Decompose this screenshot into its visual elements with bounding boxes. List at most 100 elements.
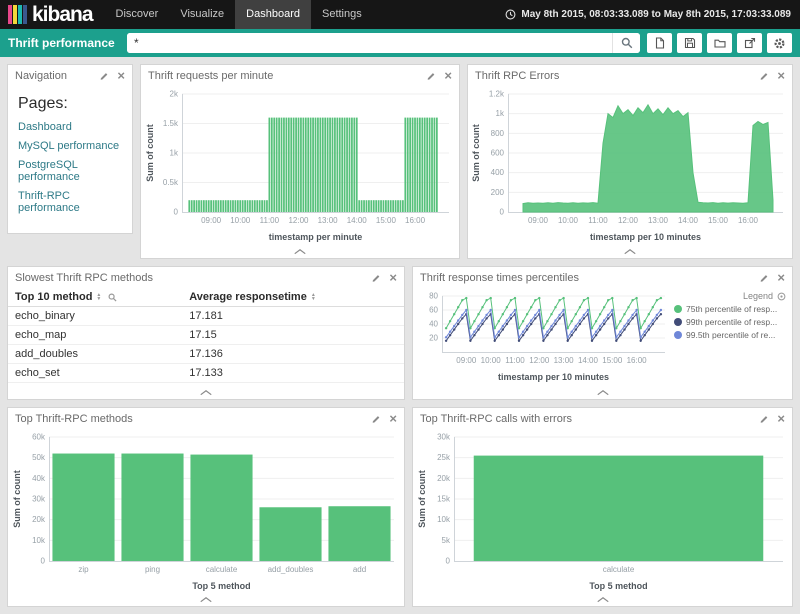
page-link[interactable]: MySQL performance [18,140,120,152]
panel-thrift-rpc-errors: Thrift RPC Errors × 0 200 400 600 800 1k 1.2k 0… [467,64,793,259]
search-button[interactable] [612,33,640,53]
collapse-panel-control[interactable] [141,245,459,258]
search-input[interactable] [127,33,612,53]
close-panel-icon[interactable]: × [117,68,125,83]
svg-text:calculate: calculate [206,565,238,574]
column-header-responsetime[interactable]: Average responsetime ▲ ▼ [182,288,404,307]
svg-text:1.5k: 1.5k [163,119,179,128]
app-nav: Discover Visualize Dashboard Settings [105,0,373,29]
table-cell: echo_set [8,363,183,383]
kibana-logo[interactable]: kibana [0,0,105,29]
top-errors-bar-chart[interactable]: 0 5k 10k 15k 20k 25k 30k calculate Top 5 method S… [413,429,792,593]
tab-settings[interactable]: Settings [321,8,362,20]
svg-text:40: 40 [429,320,438,329]
collapse-panel-control[interactable] [413,593,792,606]
legend-toggle[interactable]: Legend [674,291,786,301]
svg-text:60: 60 [429,306,438,315]
edit-pencil-icon[interactable] [759,273,769,283]
legend-item[interactable]: 75th percentile of resp... [674,304,786,314]
svg-text:30k: 30k [437,433,451,442]
edit-pencil-icon[interactable] [759,414,769,424]
legend-series-dot [674,305,682,313]
svg-text:Sum of count: Sum of count [417,470,427,528]
dashboard-title: Thrift performance [8,36,115,50]
close-panel-icon[interactable]: × [444,68,452,83]
time-range-label: May 8th 2015, 08:03:33.089 to May 8th 20… [521,9,791,20]
svg-text:14:00: 14:00 [347,216,368,225]
svg-text:Sum of count: Sum of count [12,470,22,528]
requests-bar-chart[interactable]: 0 0.5k 1k 1.5k 2k 09:00 10:00 11:00 12:00 13:00 14… [141,86,459,245]
load-dashboard-button[interactable] [707,33,732,53]
svg-text:ping: ping [145,565,160,574]
tab-dashboard[interactable]: Dashboard [235,0,311,29]
legend-series-label: 99.5th percentile of re... [686,330,776,340]
legend-item[interactable]: 99th percentile of resp... [674,317,786,327]
column-header-method[interactable]: Top 10 method ▲ ▼ [8,288,183,307]
options-button[interactable] [767,33,792,53]
panel-title: Top Thrift-RPC calls with errors [420,412,572,425]
panel-thrift-requests: Thrift requests per minute × 0 0.5k 1k 1.5k… [140,64,460,259]
svg-text:10k: 10k [437,515,451,524]
collapse-panel-control[interactable] [413,386,792,399]
edit-pencil-icon[interactable] [99,71,109,81]
svg-text:Top 5 method: Top 5 method [192,581,250,591]
collapse-chevron-icon [596,389,609,396]
svg-text:1k: 1k [170,149,179,158]
app-title: kibana [32,2,94,26]
svg-text:12:00: 12:00 [529,356,550,365]
top-methods-bar-chart[interactable]: 0 10k 20k 30k 40k 50k 60k zip ping calculate add_d… [8,429,404,593]
table-row: echo_set 17.133 [8,363,404,383]
close-panel-icon[interactable]: × [777,68,785,83]
panel-slowest-methods: Slowest Thrift RPC methods × Top 10 meth… [7,266,405,400]
svg-text:09:00: 09:00 [201,216,222,225]
edit-pencil-icon[interactable] [759,71,769,81]
close-panel-icon[interactable]: × [777,270,785,285]
svg-text:13:00: 13:00 [318,216,339,225]
svg-text:0: 0 [445,557,450,566]
svg-text:calculate: calculate [602,565,634,574]
share-dashboard-button[interactable] [737,33,762,53]
close-panel-icon[interactable]: × [389,270,397,285]
sort-icon[interactable]: ▲ ▼ [96,292,102,303]
close-panel-icon[interactable]: × [777,411,785,426]
collapse-panel-control[interactable] [8,593,404,606]
edit-pencil-icon[interactable] [426,71,436,81]
new-dashboard-button[interactable] [647,33,672,53]
svg-text:20k: 20k [437,474,451,483]
tab-visualize[interactable]: Visualize [180,8,225,20]
svg-text:60k: 60k [32,433,46,442]
page-link[interactable]: PostgreSQL performance [18,159,80,183]
percentiles-line-chart[interactable]: 20 40 60 80 09:00 10:00 11:00 12:00 13:00 14:00 15… [413,288,674,386]
search-icon [621,37,632,49]
svg-text:15:00: 15:00 [602,356,623,365]
close-panel-icon[interactable]: × [389,411,397,426]
sort-icon[interactable]: ▲ ▼ [310,292,316,303]
open-folder-icon [713,39,726,48]
svg-text:10k: 10k [32,536,46,545]
save-dashboard-button[interactable] [677,33,702,53]
search-icon[interactable] [108,293,117,302]
page-links: Dashboard MySQL performance PostgreSQL per… [18,121,122,214]
panel-title: Thrift requests per minute [148,69,274,82]
table-cell: add_doubles [8,344,183,364]
legend-item[interactable]: 99.5th percentile of re... [674,330,786,340]
table-row: echo_binary 17.181 [8,306,404,326]
tab-discover[interactable]: Discover [115,8,159,20]
page-link[interactable]: Thrift-RPC performance [18,190,80,214]
edit-pencil-icon[interactable] [371,273,381,283]
table-row: echo_map 17.15 [8,325,404,345]
search-box [127,33,640,53]
errors-area-chart[interactable]: 0 200 400 600 800 1k 1.2k 09:00 10:00 11:00 12:00 1… [468,86,792,245]
collapse-chevron-icon [294,248,306,255]
svg-text:15:00: 15:00 [708,216,729,225]
svg-text:10:00: 10:00 [558,216,579,225]
svg-text:30k: 30k [32,495,46,504]
time-range-picker[interactable]: May 8th 2015, 08:03:33.089 to May 8th 20… [505,0,800,29]
svg-text:20k: 20k [32,515,46,524]
collapse-panel-control[interactable] [8,386,404,399]
svg-text:timestamp per minute: timestamp per minute [269,232,363,242]
collapse-panel-control[interactable] [468,245,792,258]
edit-pencil-icon[interactable] [371,414,381,424]
page-link[interactable]: Dashboard [18,121,72,133]
clock-icon [505,9,516,20]
